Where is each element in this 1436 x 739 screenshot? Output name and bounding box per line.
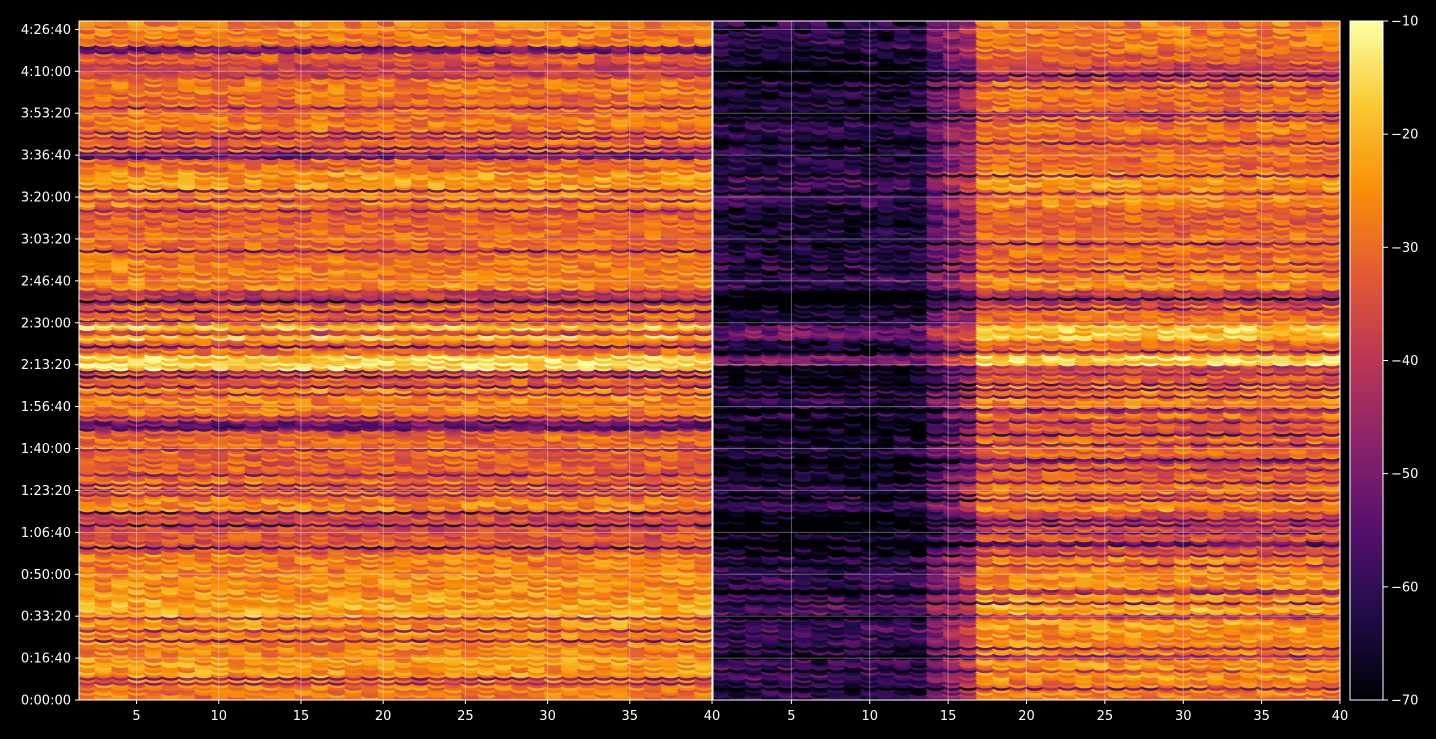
- panel-left-cells: [79, 21, 712, 700]
- heatmap-panel-left: [78, 20, 713, 701]
